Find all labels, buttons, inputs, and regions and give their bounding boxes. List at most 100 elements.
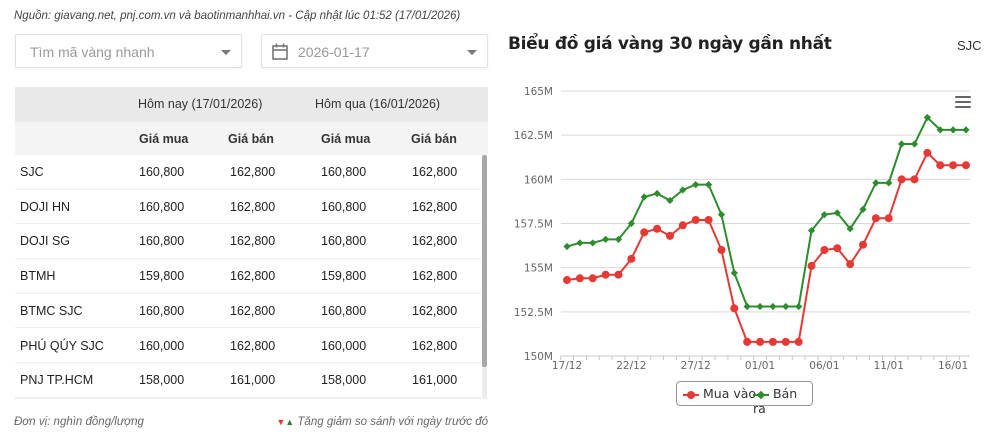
- buy-data-point[interactable]: [820, 246, 829, 254]
- buy-series-marker-icon: [683, 390, 699, 400]
- chart-menu-icon[interactable]: [955, 96, 971, 108]
- buy-data-point[interactable]: [614, 270, 623, 279]
- buy-data-point[interactable]: [691, 215, 700, 224]
- x-tick-label: 01/01: [745, 360, 775, 372]
- cell-yesterday-buy: 160,800: [321, 303, 367, 318]
- sell-data-point[interactable]: [962, 126, 970, 134]
- sell-data-point[interactable]: [743, 302, 751, 311]
- sell-data-point[interactable]: [910, 140, 919, 148]
- buy-data-point[interactable]: [704, 215, 713, 224]
- buy-data-point[interactable]: [871, 214, 880, 223]
- sell-data-point[interactable]: [640, 193, 648, 201]
- sell-data-point[interactable]: [936, 126, 944, 134]
- cell-yesterday-buy: 159,800: [321, 269, 367, 284]
- buy-data-point[interactable]: [575, 274, 584, 283]
- sell-data-point[interactable]: [730, 269, 738, 277]
- sell-data-point[interactable]: [666, 196, 674, 205]
- chart-legend: Mua vào Bán ra: [676, 381, 813, 416]
- buy-data-point[interactable]: [897, 175, 906, 184]
- x-tick-label: 22/12: [616, 360, 646, 372]
- date-value: 2026-01-17: [298, 44, 370, 60]
- sell-data-point[interactable]: [653, 189, 661, 198]
- sell-data-point[interactable]: [563, 242, 571, 251]
- sell-data-point[interactable]: [820, 211, 828, 219]
- buy-data-point[interactable]: [601, 270, 610, 279]
- x-tick-label: 16/01: [938, 360, 968, 372]
- buy-data-point[interactable]: [846, 260, 855, 269]
- buy-data-point[interactable]: [833, 244, 842, 253]
- sell-data-point[interactable]: [769, 302, 777, 311]
- x-tick-label: 27/12: [681, 360, 711, 372]
- legend-item-buy[interactable]: Mua vào: [683, 386, 756, 401]
- buy-data-point[interactable]: [627, 254, 636, 263]
- cell-yesterday-buy: 160,000: [321, 338, 367, 353]
- sell-data-point[interactable]: [885, 179, 893, 187]
- buy-data-point[interactable]: [653, 224, 662, 233]
- buy-data-point[interactable]: [961, 161, 970, 170]
- sell-data-point[interactable]: [807, 226, 816, 235]
- buy-data-point[interactable]: [588, 274, 597, 283]
- legend-item-sell[interactable]: Bán ra: [753, 386, 812, 416]
- y-tick-label: 155M: [524, 263, 553, 275]
- sell-data-point[interactable]: [627, 219, 635, 228]
- buy-data-point[interactable]: [730, 304, 739, 313]
- buy-data-point[interactable]: [923, 148, 932, 157]
- sell-data-point[interactable]: [782, 302, 790, 311]
- header-yesterday-buy: Giá mua: [321, 132, 371, 146]
- buy-data-point[interactable]: [807, 261, 816, 270]
- cell-today-sell: 161,000: [230, 373, 276, 388]
- cell-name: BTMC SJC: [20, 303, 83, 318]
- buy-data-point[interactable]: [640, 228, 649, 237]
- buy-data-point[interactable]: [768, 337, 777, 346]
- sell-data-point[interactable]: [833, 209, 841, 217]
- sell-data-point[interactable]: [898, 140, 906, 148]
- buy-data-point[interactable]: [756, 337, 765, 346]
- buy-data-point[interactable]: [884, 214, 893, 223]
- cell-yesterday-sell: 161,000: [412, 373, 458, 388]
- table-row: PHÚ QÚY SJC 160,000 162,800 160,000 162,800: [15, 328, 481, 364]
- cell-today-sell: 162,800: [230, 269, 276, 284]
- sell-data-point[interactable]: [717, 211, 726, 219]
- quick-gold-search-dropdown[interactable]: Tìm mã vàng nhanh: [15, 34, 242, 68]
- sell-data-point[interactable]: [576, 239, 584, 247]
- sell-data-point[interactable]: [949, 126, 957, 134]
- buy-data-point[interactable]: [859, 240, 868, 249]
- x-tick-label: 11/01: [874, 360, 904, 372]
- search-placeholder: Tìm mã vàng nhanh: [30, 44, 155, 60]
- sell-data-point[interactable]: [756, 302, 764, 311]
- legend-label-buy: Mua vào: [703, 386, 757, 401]
- sell-data-point[interactable]: [589, 239, 597, 247]
- cell-name: PHÚ QÚY SJC: [20, 338, 104, 353]
- buy-data-point[interactable]: [665, 231, 674, 240]
- date-picker[interactable]: 2026-01-17: [261, 34, 488, 68]
- sell-data-point[interactable]: [614, 235, 623, 243]
- buy-data-point[interactable]: [781, 337, 790, 346]
- sell-data-point[interactable]: [923, 113, 931, 122]
- buy-data-point[interactable]: [717, 246, 726, 254]
- buy-data-point[interactable]: [794, 337, 803, 346]
- buy-data-point[interactable]: [678, 221, 687, 230]
- sell-data-point[interactable]: [704, 181, 713, 189]
- buy-data-point[interactable]: [910, 175, 919, 184]
- cell-today-sell: 162,800: [230, 165, 276, 179]
- sell-data-point[interactable]: [679, 186, 687, 194]
- x-tick-label: 06/01: [809, 360, 839, 372]
- sell-data-point[interactable]: [795, 302, 803, 311]
- sell-data-point[interactable]: [602, 235, 610, 243]
- cell-today-buy: 160,800: [139, 165, 185, 179]
- sell-data-point[interactable]: [859, 205, 867, 213]
- buy-data-point[interactable]: [563, 276, 571, 285]
- buy-data-point[interactable]: [936, 161, 945, 170]
- cell-yesterday-buy: 160,800: [321, 234, 367, 249]
- buy-data-point[interactable]: [743, 337, 752, 346]
- buy-data-point[interactable]: [949, 161, 958, 170]
- cell-today-buy: 158,000: [139, 373, 185, 388]
- table-row: BTMH 159,800 162,800 159,800 162,800: [15, 259, 481, 294]
- table-scrollbar-thumb[interactable]: [482, 155, 487, 367]
- sell-data-point[interactable]: [872, 179, 880, 187]
- sell-data-point[interactable]: [692, 181, 700, 189]
- buy-series-line: [566, 151, 966, 343]
- sell-data-point[interactable]: [846, 225, 854, 233]
- y-tick-label: 165M: [524, 86, 553, 98]
